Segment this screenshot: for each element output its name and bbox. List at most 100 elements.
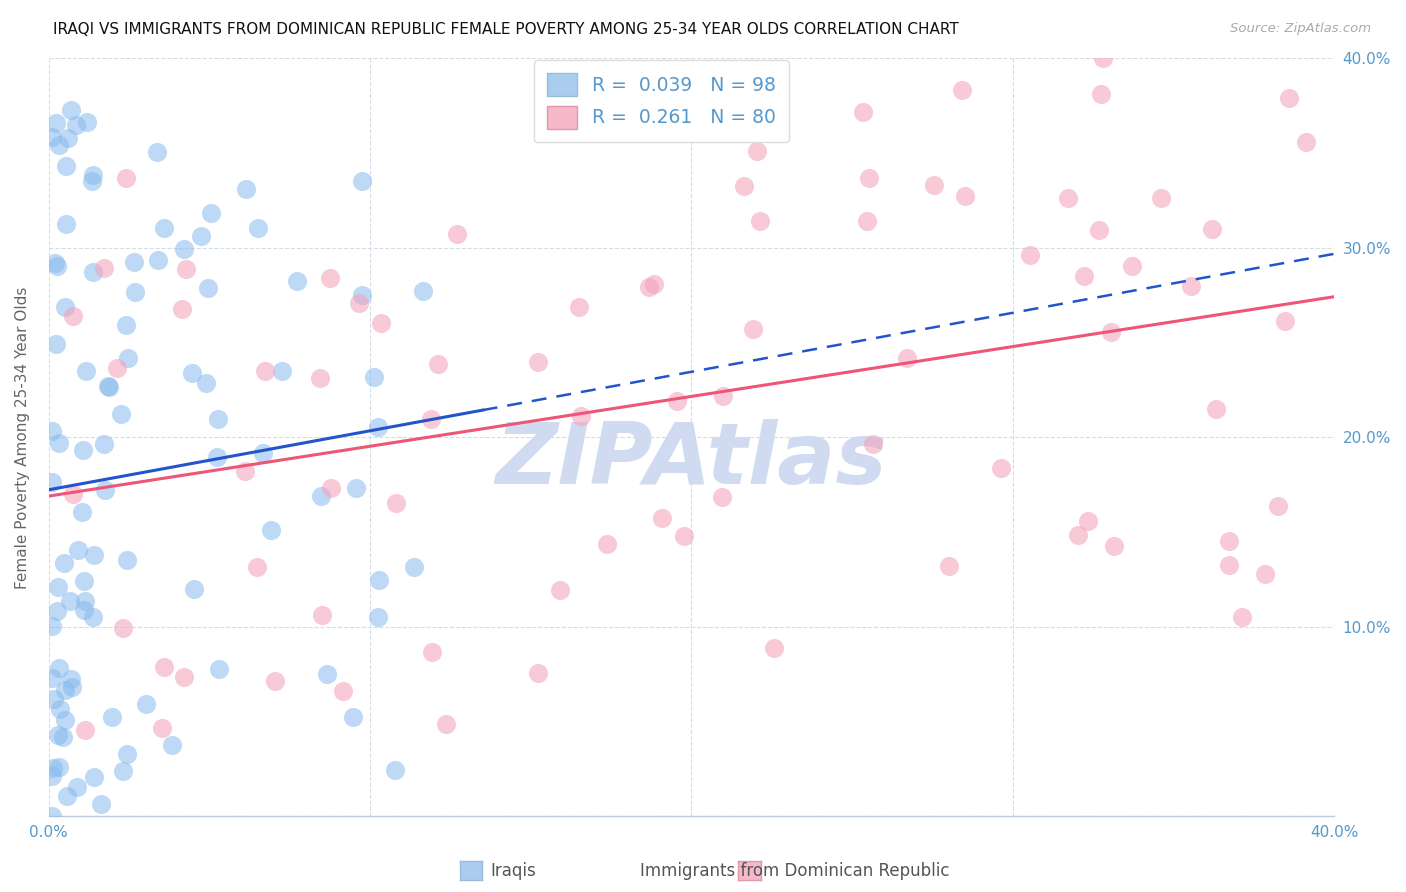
Point bbox=[673, 529, 696, 543]
Point bbox=[858, 170, 880, 185]
Point bbox=[1254, 566, 1277, 581]
Legend: R =  0.039   N = 98, R =  0.261   N = 80: R = 0.039 N = 98, R = 0.261 N = 80 bbox=[534, 61, 789, 142]
Text: Source: ZipAtlas.com: Source: ZipAtlas.com bbox=[1230, 22, 1371, 36]
Point bbox=[271, 364, 294, 378]
Point bbox=[742, 322, 765, 336]
Point bbox=[924, 178, 946, 192]
Point bbox=[569, 409, 592, 424]
Point bbox=[568, 301, 591, 315]
Point bbox=[41, 475, 63, 489]
Point bbox=[83, 770, 105, 784]
Point bbox=[41, 130, 63, 145]
Point bbox=[124, 285, 146, 299]
Point bbox=[76, 114, 98, 128]
Point bbox=[1104, 539, 1126, 553]
Point bbox=[197, 281, 219, 295]
Point bbox=[174, 262, 197, 277]
Point bbox=[115, 553, 138, 567]
Point bbox=[60, 103, 83, 117]
Point bbox=[181, 366, 204, 380]
Point bbox=[252, 446, 274, 460]
Point bbox=[1091, 52, 1114, 66]
Point bbox=[246, 221, 269, 235]
Point bbox=[93, 260, 115, 275]
Point bbox=[105, 360, 128, 375]
Point bbox=[367, 573, 389, 587]
Point bbox=[72, 442, 94, 457]
Point bbox=[67, 543, 90, 558]
Point bbox=[72, 574, 94, 589]
Point bbox=[41, 809, 63, 823]
Point bbox=[748, 214, 770, 228]
Point bbox=[402, 560, 425, 574]
Point bbox=[153, 221, 176, 235]
Point bbox=[254, 364, 277, 378]
Point bbox=[45, 337, 67, 351]
Point bbox=[385, 495, 408, 509]
Point bbox=[62, 309, 84, 323]
Point bbox=[98, 380, 121, 394]
Point bbox=[42, 691, 65, 706]
Point bbox=[73, 723, 96, 738]
Point bbox=[665, 393, 688, 408]
Point bbox=[56, 130, 79, 145]
Point bbox=[352, 174, 374, 188]
Point bbox=[332, 684, 354, 698]
Point bbox=[82, 264, 104, 278]
Point bbox=[53, 556, 76, 570]
Point bbox=[1230, 610, 1253, 624]
Text: Immigrants from Dominican Republic: Immigrants from Dominican Republic bbox=[640, 863, 949, 880]
Point bbox=[1150, 191, 1173, 205]
Point bbox=[59, 673, 82, 687]
Point bbox=[596, 537, 619, 551]
Point bbox=[420, 412, 443, 426]
Text: IRAQI VS IMMIGRANTS FROM DOMINICAN REPUBLIC FEMALE POVERTY AMONG 25-34 YEAR OLDS: IRAQI VS IMMIGRANTS FROM DOMINICAN REPUB… bbox=[53, 22, 959, 37]
Point bbox=[526, 355, 548, 369]
Point bbox=[160, 738, 183, 752]
Text: Iraqis: Iraqis bbox=[491, 863, 536, 880]
Point bbox=[233, 464, 256, 478]
Point bbox=[183, 582, 205, 597]
Point bbox=[207, 411, 229, 425]
Point bbox=[48, 760, 70, 774]
Point bbox=[42, 761, 65, 775]
Point bbox=[246, 560, 269, 574]
Point bbox=[342, 710, 364, 724]
Point bbox=[82, 168, 104, 182]
Point bbox=[938, 558, 960, 573]
Point bbox=[1201, 222, 1223, 236]
Point bbox=[70, 505, 93, 519]
Point bbox=[1267, 499, 1289, 513]
Point bbox=[41, 769, 63, 783]
Point bbox=[263, 674, 285, 689]
Point bbox=[315, 667, 337, 681]
Point bbox=[1295, 135, 1317, 149]
Point bbox=[309, 371, 332, 385]
Point bbox=[1277, 91, 1299, 105]
Point bbox=[114, 318, 136, 332]
Point bbox=[762, 640, 785, 655]
Point bbox=[41, 424, 63, 438]
Point bbox=[1090, 87, 1112, 102]
Point bbox=[62, 487, 84, 501]
Point bbox=[446, 227, 468, 241]
Point bbox=[319, 270, 342, 285]
Point bbox=[97, 378, 120, 392]
Point bbox=[550, 582, 572, 597]
Point bbox=[1018, 248, 1040, 262]
Point bbox=[349, 296, 371, 310]
Point bbox=[112, 621, 135, 635]
Point bbox=[44, 256, 66, 270]
Point bbox=[41, 671, 63, 685]
Point bbox=[41, 619, 63, 633]
Point bbox=[711, 490, 734, 504]
Point bbox=[852, 105, 875, 120]
Point bbox=[235, 182, 257, 196]
Point bbox=[260, 523, 283, 537]
Point bbox=[434, 717, 457, 731]
Point bbox=[135, 697, 157, 711]
Point bbox=[173, 242, 195, 256]
Point bbox=[115, 747, 138, 761]
Point bbox=[990, 461, 1012, 475]
Point bbox=[45, 604, 67, 618]
